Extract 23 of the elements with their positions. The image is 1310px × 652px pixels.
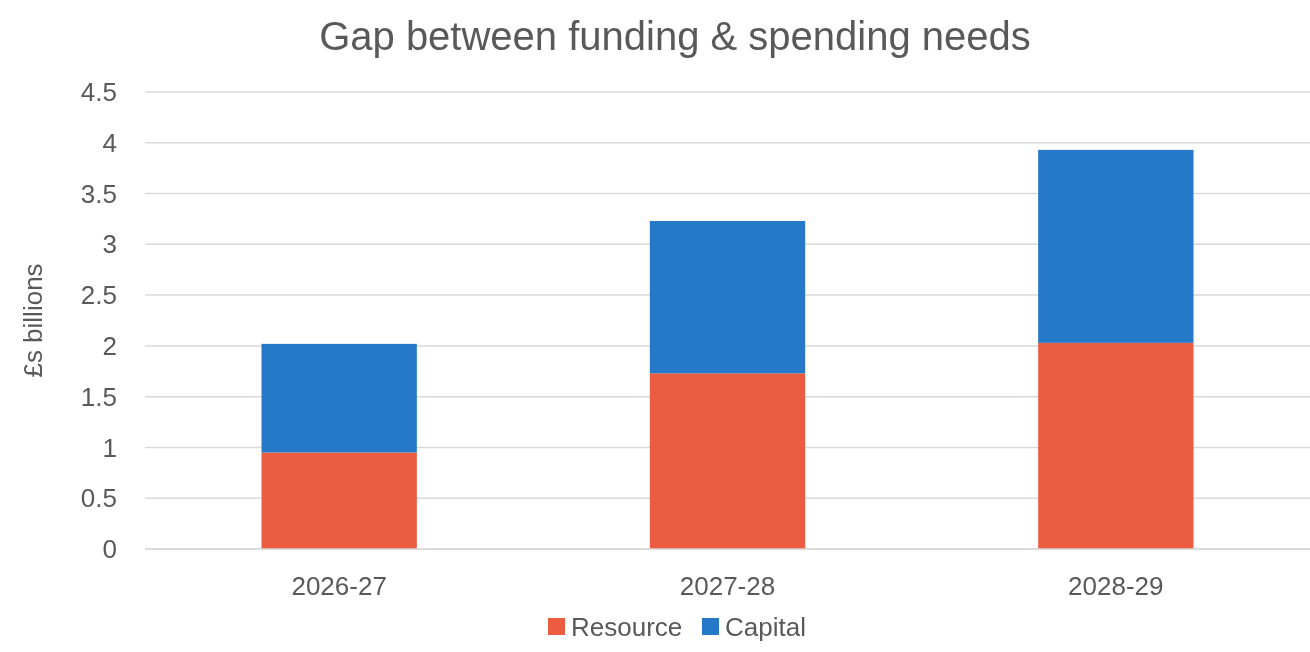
y-tick-label: 4	[102, 127, 117, 158]
y-tick-label: 1	[102, 432, 117, 463]
bar	[649, 373, 806, 549]
x-tick-label: 2026-27	[291, 571, 387, 601]
y-tick-label: 2	[102, 330, 117, 361]
y-tick-label: 3	[102, 229, 117, 260]
y-tick-label: 0	[102, 534, 117, 565]
x-tick-label: 2027-28	[679, 571, 776, 601]
bar	[1038, 342, 1194, 549]
bar	[261, 452, 417, 549]
chart-title: Gap between funding & spending needs	[319, 14, 1031, 58]
x-tick-label: 2028-29	[1068, 571, 1164, 601]
bar	[1038, 149, 1194, 343]
legend-label: Resource	[571, 612, 683, 642]
y-tick-label: 0.5	[80, 483, 117, 514]
bar	[261, 343, 417, 453]
y-tick-label: 4.5	[80, 77, 117, 108]
y-tick-label: 3.5	[80, 178, 117, 209]
legend-label: Capital	[725, 612, 806, 642]
y-tick-label: 2.5	[80, 280, 117, 311]
y-tick-label: 1.5	[80, 381, 117, 412]
y-axis-title: £s billions	[18, 263, 48, 378]
bar	[649, 220, 806, 374]
